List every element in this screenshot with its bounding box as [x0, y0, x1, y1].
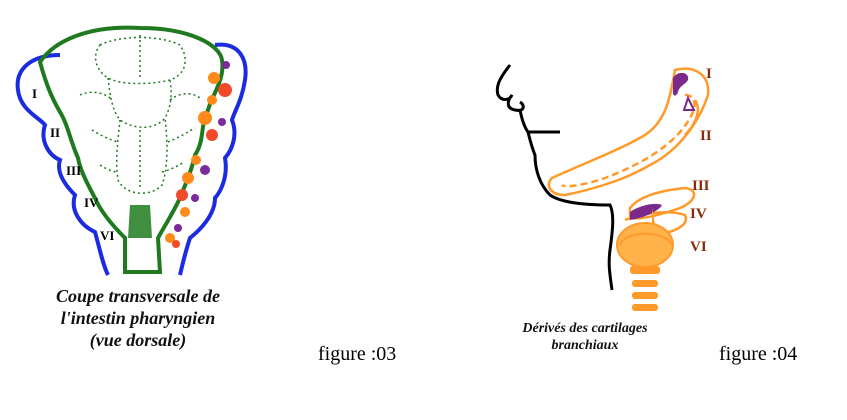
arch-label-vi: VI	[100, 228, 114, 243]
larynx-cartilages	[616, 208, 674, 311]
figure04-caption: Dérivés des cartilages branchiaux	[505, 320, 665, 354]
head-profile	[495, 64, 615, 291]
purple-derivatives	[630, 72, 696, 220]
figure04-caption-line-2: branchiaux	[551, 338, 619, 353]
arch04-label-ii: II	[700, 128, 712, 144]
figure03-label: figure :03	[318, 343, 397, 365]
arch04-label-vi: VI	[690, 239, 707, 255]
dotted-internal-structures	[79, 35, 201, 194]
right-ectoderm-outline	[178, 42, 248, 276]
arch-label-iv: IV	[84, 195, 99, 210]
arch04-label-iii: III	[692, 178, 710, 194]
left-ectoderm-outline	[15, 53, 110, 276]
figure03-caption-line-2: l'intestin pharyngien	[60, 308, 216, 328]
arch04-label-iv: IV	[690, 206, 707, 222]
arch-label-ii: II	[50, 125, 60, 140]
trachea	[128, 205, 152, 238]
derivative-dots	[165, 61, 232, 248]
arch-label-iii: III	[66, 163, 81, 178]
branchial-cartilage-diagram: I II III IV VI	[495, 64, 712, 311]
figure03-caption: Coupe transversale de l'intestin pharyng…	[18, 285, 258, 351]
figure03-caption-line-1: Coupe transversale de	[56, 286, 220, 306]
figure04-caption-line-1: Dérivés des cartilages	[522, 321, 648, 336]
arch04-label-i: I	[706, 66, 712, 82]
pharyngeal-gut-diagram: I II III IV VI	[15, 25, 248, 276]
arch-label-i: I	[32, 86, 37, 101]
figure04-label: figure :04	[719, 343, 798, 365]
figure03-caption-line-3: (vue dorsale)	[89, 330, 187, 350]
arch-cartilage-outlines	[547, 67, 710, 237]
